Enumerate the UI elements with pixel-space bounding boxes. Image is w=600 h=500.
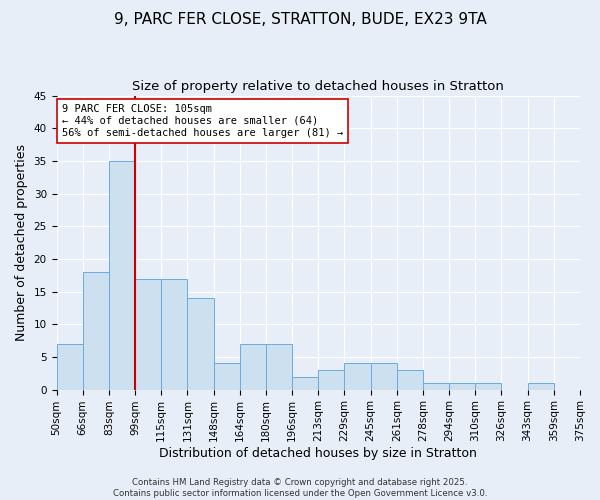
Bar xyxy=(475,383,502,390)
Bar xyxy=(527,383,554,390)
Text: 9, PARC FER CLOSE, STRATTON, BUDE, EX23 9TA: 9, PARC FER CLOSE, STRATTON, BUDE, EX23 … xyxy=(113,12,487,28)
Bar xyxy=(344,364,371,390)
Text: 9 PARC FER CLOSE: 105sqm
← 44% of detached houses are smaller (64)
56% of semi-d: 9 PARC FER CLOSE: 105sqm ← 44% of detach… xyxy=(62,104,343,138)
X-axis label: Distribution of detached houses by size in Stratton: Distribution of detached houses by size … xyxy=(160,447,477,460)
Title: Size of property relative to detached houses in Stratton: Size of property relative to detached ho… xyxy=(133,80,504,93)
Bar xyxy=(318,370,344,390)
Bar xyxy=(371,364,397,390)
Bar xyxy=(240,344,266,390)
Bar xyxy=(56,344,83,390)
Bar xyxy=(187,298,214,390)
Bar xyxy=(214,364,240,390)
Bar xyxy=(109,161,135,390)
Y-axis label: Number of detached properties: Number of detached properties xyxy=(15,144,28,341)
Bar xyxy=(292,376,318,390)
Bar xyxy=(83,272,109,390)
Bar xyxy=(449,383,475,390)
Bar xyxy=(135,278,161,390)
Bar xyxy=(423,383,449,390)
Bar xyxy=(266,344,292,390)
Bar xyxy=(397,370,423,390)
Bar xyxy=(161,278,187,390)
Text: Contains HM Land Registry data © Crown copyright and database right 2025.
Contai: Contains HM Land Registry data © Crown c… xyxy=(113,478,487,498)
